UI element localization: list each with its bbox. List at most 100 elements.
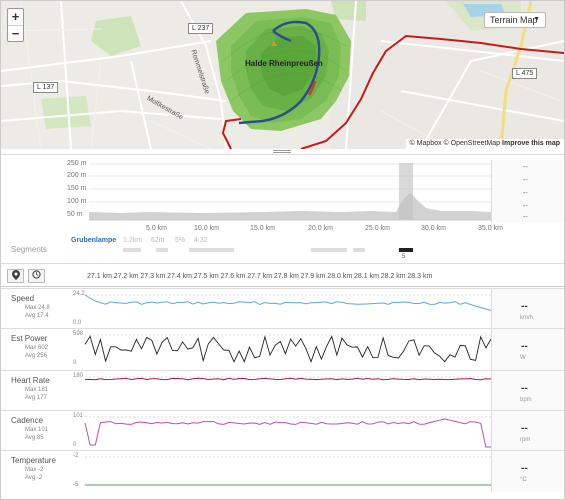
stream-row-temperature[interactable]: Temperature Max -2 Avg -2 -- °C -2 -5 [1,450,564,492]
segment-bar[interactable] [156,248,168,252]
stream-avg: Avg 17.4 [25,313,49,319]
terrain-map-label: Terrain Map [490,15,538,25]
stream-ymax-label: 180 [73,373,84,379]
elev-xtick: 35.0 km [478,225,503,232]
stream-name: Heart Rate [11,376,50,385]
stream-ymin-label: -5 [73,482,79,488]
stream-unit: °C [520,477,527,483]
stream-row-speed[interactable]: Speed Max 24.8 Avg 17.4 -- km/h 24.2 0.0 [1,288,564,330]
distance-tick: 27.5 km [193,273,219,280]
elev-xtick: 25.0 km [365,225,390,232]
stream-max: Max 24.8 [25,305,50,311]
segment-name-link[interactable]: Grubenlampe [71,237,117,244]
elev-side-value: -- [523,177,528,184]
distance-tick: 28.1 km [354,273,379,280]
osm-link[interactable]: © OpenStreetMap [443,140,501,147]
stream-ymax-label: -2 [73,453,79,459]
improve-map-link[interactable]: Improve this map [502,140,560,147]
stream-ymax-label: 598 [73,331,84,337]
stream-unit: W [520,355,526,361]
stream-header-divider [1,286,564,287]
stream-max: Max -2 [25,467,44,473]
elevation-side-panel [491,160,563,222]
distance-tick: 28.0 km [327,273,353,280]
distance-tick: 27.3 km [140,273,166,280]
stream-side-panel [491,371,563,412]
zoom-out-button[interactable]: − [8,25,23,41]
stream-max: Max 181 [25,387,49,393]
stream-current-value: -- [521,341,528,352]
segment-time: 4:32 [194,237,208,244]
place-label-halde: Halde Rheinpreußen [245,59,323,68]
elev-side-value: -- [523,164,528,171]
elev-ytick: 250 m [67,160,87,167]
segments-label: Segments [11,245,48,254]
elevation-profile[interactable] [1,156,564,236]
distance-tick: 27.9 km [300,273,326,280]
segment-bar[interactable] [311,248,347,252]
stream-current-value: -- [521,383,528,394]
stream-row-est-power[interactable]: Est Power Max 602 Avg 256 -- W 598 0 [1,328,564,370]
road-label-l237: L 237 [188,23,214,34]
stream-ymax-label: 24.2 [73,291,85,297]
stream-chart[interactable] [1,451,564,492]
stream-chart[interactable] [1,329,564,370]
elevation-chart[interactable]: 250 m 200 m 150 m 100 m 50 m 5.0 km 10.0… [1,156,564,236]
stream-chart[interactable] [1,289,564,330]
segment-bar[interactable] [189,248,234,252]
stream-max: Max 101 [25,427,49,433]
time-toggle-button[interactable] [28,269,45,283]
elev-ytick: 100 m [67,198,87,205]
stream-side-panel [491,289,563,330]
stream-name: Speed [11,294,35,303]
stream-row-heart-rate[interactable]: Heart Rate Max 181 Avg 177 -- bpm 180 [1,370,564,412]
stream-avg: Avg 85 [25,435,44,441]
segments-divider [1,263,564,264]
distance-tick: 27.4 km [167,273,192,280]
distance-tick: 27.2 km [113,273,139,280]
segment-marker-number: 5 [402,254,406,260]
segment-bar-selected[interactable] [399,248,413,252]
stream-name: Temperature [11,456,56,465]
distance-tick: 28.3 km [407,273,433,280]
road-label-l475: L 475 [512,68,538,79]
route-map[interactable]: + − Terrain Map ▼ L 237 L 137 L 475 Romm… [1,1,564,149]
mapbox-link[interactable]: © Mapbox [409,140,442,147]
elev-side-value: -- [523,190,528,197]
stream-avg: Avg 177 [25,395,47,401]
stream-unit: bpm [520,397,532,403]
stream-side-panel [491,411,563,452]
distance-tick: 27.6 km [220,273,246,280]
map-marker-button[interactable] [7,269,24,283]
terrain-map-dropdown[interactable]: Terrain Map ▼ [484,12,546,28]
map-canvas[interactable] [1,1,564,149]
elev-ytick: 50 m [67,211,83,218]
location-pin-icon [11,270,20,280]
road-label-l137: L 137 [33,82,59,93]
zoom-in-button[interactable]: + [11,9,20,24]
stream-line [84,377,492,381]
elev-ytick: 200 m [67,172,87,179]
distance-tick: 27.1 km [87,273,112,280]
elev-xtick: 30.0 km [421,225,446,232]
map-resize-handle[interactable] [273,150,291,154]
distance-tick: 27.7 km [247,273,273,280]
stream-name: Est Power [11,334,48,343]
distance-tick: 28.2 km [380,273,406,280]
stream-side-panel [491,451,563,492]
stream-chart[interactable] [1,411,564,452]
segment-bar[interactable] [353,248,365,252]
stream-line [84,335,492,363]
stream-ymin-label: 0 [73,442,77,448]
elev-xtick: 20.0 km [308,225,333,232]
segment-bar[interactable] [123,248,141,252]
stream-row-cadence[interactable]: Cadence Max 101 Avg 85 -- rpm 101 0 [1,410,564,452]
stream-unit: rpm [520,437,531,443]
stream-chart[interactable] [1,371,564,412]
stream-current-value: -- [521,301,528,312]
zoom-controls: + − [7,8,24,42]
elev-side-value: -- [523,214,528,221]
segment-elevation: 62m [151,237,165,244]
stream-ymin-label: 0 [73,360,77,366]
caret-down-icon: ▼ [533,16,540,23]
